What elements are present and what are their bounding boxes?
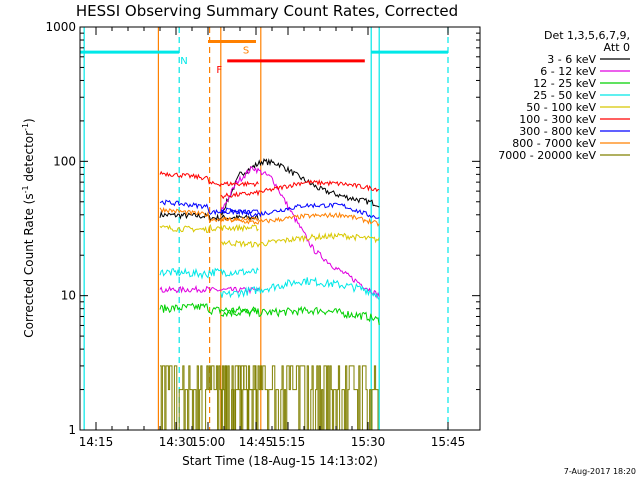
series-line bbox=[159, 267, 259, 280]
legend-header: Att 0 bbox=[604, 41, 630, 54]
series-line bbox=[220, 365, 380, 431]
y-label-part: ) bbox=[22, 118, 36, 123]
x-tick-label: 15:15 bbox=[271, 435, 306, 449]
series-line bbox=[159, 302, 259, 316]
y-tick-label: 10 bbox=[61, 289, 76, 303]
y-label-sup: -1 bbox=[21, 123, 30, 131]
series-line bbox=[220, 157, 380, 216]
series-line bbox=[159, 284, 259, 295]
plot-area: NNSF bbox=[80, 27, 449, 431]
footer-date: 7-Aug-2017 18:20 bbox=[564, 467, 636, 476]
series-line bbox=[220, 231, 380, 248]
legend-label: 50 - 100 keV bbox=[526, 101, 596, 114]
series-line bbox=[220, 305, 380, 325]
y-axis-label: Corrected Count Rate (s-1 detector-1) bbox=[21, 118, 36, 337]
y-tick-label: 100 bbox=[53, 154, 76, 168]
plot-frame bbox=[79, 26, 481, 431]
series-line bbox=[159, 210, 259, 222]
x-tick-label: 15:00 bbox=[191, 435, 226, 449]
legend-label: 6 - 12 keV bbox=[540, 65, 596, 78]
x-axis-label: Start Time (18-Aug-15 14:13:02) bbox=[182, 454, 378, 468]
x-tick-label: 14:45 bbox=[239, 435, 274, 449]
y-axis: 1 10 100 1000 bbox=[45, 20, 480, 437]
flag-label: S bbox=[243, 45, 249, 56]
series-line bbox=[159, 199, 259, 216]
x-tick-label: 14:30 bbox=[159, 435, 194, 449]
legend-label: 800 - 7000 keV bbox=[512, 137, 596, 150]
series-line bbox=[159, 206, 259, 223]
legend-label: 100 - 300 keV bbox=[519, 113, 596, 126]
x-axis: 14:15 14:30 14:45 15:00 15:15 15:30 15:45 bbox=[79, 27, 466, 449]
legend-header: Det 1,3,5,6,7,9, bbox=[544, 29, 630, 42]
series-line bbox=[220, 202, 380, 219]
series-line bbox=[220, 179, 380, 200]
y-label-part: detector bbox=[22, 131, 36, 186]
legend-label: 25 - 50 keV bbox=[533, 89, 596, 102]
series-line bbox=[220, 211, 380, 227]
flag-label: N bbox=[180, 56, 187, 67]
series-line bbox=[159, 170, 259, 188]
y-label-sup: -1 bbox=[21, 185, 30, 193]
x-tick-label: 15:45 bbox=[431, 435, 466, 449]
y-label-part: Corrected Count Rate (s bbox=[22, 193, 36, 337]
legend-label: 7000 - 20000 keV bbox=[498, 149, 596, 162]
y-tick-label: 1000 bbox=[45, 20, 76, 34]
series-line bbox=[220, 276, 380, 301]
x-tick-label: 15:30 bbox=[351, 435, 386, 449]
legend-label: 12 - 25 keV bbox=[533, 77, 596, 90]
flag-label: F bbox=[216, 65, 222, 76]
legend-label: 3 - 6 keV bbox=[547, 53, 596, 66]
chart-title: HESSI Observing Summary Count Rates, Cor… bbox=[76, 2, 458, 20]
x-tick-label: 14:15 bbox=[79, 435, 114, 449]
series-line bbox=[220, 166, 380, 299]
legend-label: 300 - 800 keV bbox=[519, 125, 596, 138]
y-tick-label: 1 bbox=[68, 423, 76, 437]
series-line bbox=[159, 223, 259, 234]
